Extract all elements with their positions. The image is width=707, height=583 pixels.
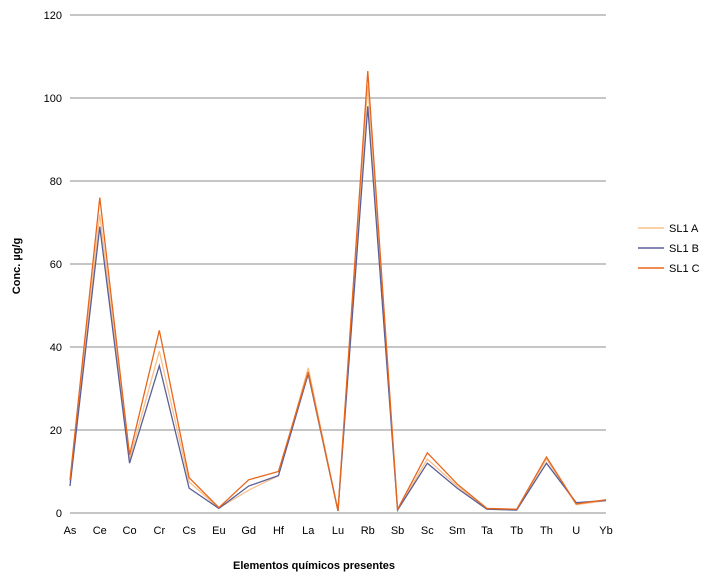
x-tick-label: Eu [212, 525, 225, 537]
x-tick-label: Cr [154, 525, 166, 537]
series-line-sl1-a [69, 85, 607, 512]
x-tick-label: Ta [481, 525, 494, 537]
x-tick-label: As [64, 525, 77, 537]
y-tick-label: 40 [50, 342, 62, 354]
y-tick-labels: 0 20 40 60 80 100 120 [44, 10, 62, 520]
y-tick-label: 80 [50, 176, 62, 188]
x-tick-labels: As Ce Co Cr Cs Eu Gd Hf La Lu Rb Sb Sc Sm Ta Tb Th U Yb [64, 525, 613, 537]
x-tick-label: Sc [421, 525, 434, 537]
x-tick-label: Co [123, 525, 137, 537]
y-tick-label: 20 [50, 425, 62, 437]
y-axis-title: Conc. µg/g [11, 238, 23, 294]
x-tick-label: Tb [510, 525, 523, 537]
y-tick-label: 60 [50, 259, 62, 271]
legend-label: SL1 C [669, 263, 700, 275]
x-tick-label: Th [540, 525, 553, 537]
x-tick-label: La [302, 525, 315, 537]
gridlines [70, 14, 606, 431]
legend: SL1 A SL1 B SL1 C [638, 223, 700, 275]
x-tick-label: Ce [93, 525, 107, 537]
y-tick-label: 120 [44, 10, 62, 22]
legend-label: SL1 B [669, 243, 699, 255]
y-tick-label: 100 [44, 93, 62, 105]
x-tick-label: U [572, 525, 580, 537]
legend-label: SL1 A [669, 223, 699, 235]
y-tick-label: 0 [56, 508, 62, 520]
x-tick-label: Lu [332, 525, 344, 537]
x-axis-title: Elementos químicos presentes [233, 560, 395, 572]
x-tick-label: Rb [361, 525, 375, 537]
x-tick-label: Sb [391, 525, 404, 537]
x-tick-label: Cs [182, 525, 196, 537]
series-line-sl1-c [69, 70, 607, 512]
series-lines [69, 70, 607, 513]
series-line-sl1-b [69, 106, 607, 513]
x-tick-label: Hf [273, 525, 285, 537]
x-tick-label: Yb [599, 525, 612, 537]
x-tick-label: Gd [241, 525, 256, 537]
x-tick-label: Sm [449, 525, 466, 537]
